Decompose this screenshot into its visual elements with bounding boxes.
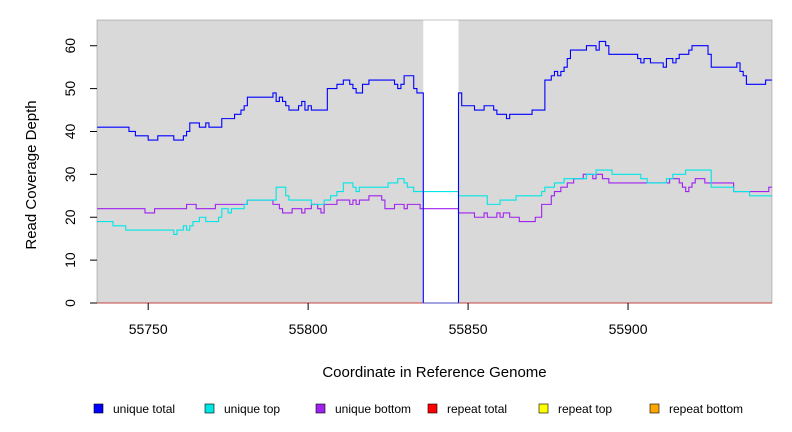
legend: unique total unique top unique bottom repea… [93,402,743,416]
legend-item: unique total [93,402,175,416]
y-tick-label: 50 [62,81,78,97]
x-tick-label: 55850 [449,321,488,337]
series-line-unique-total [97,40,772,304]
y-tick-label: 10 [62,252,78,268]
legend-swatch [204,403,215,414]
legend-label: unique total [113,402,175,416]
legend-item: repeat total [427,402,507,416]
x-axis: 55750 55800 55850 55900 [129,303,648,337]
legend-item: repeat bottom [649,402,743,416]
legend-item: unique top [204,402,280,416]
legend-swatch [538,403,549,414]
legend-label: repeat bottom [669,402,743,416]
legend-swatch [93,403,104,414]
y-tick-label: 60 [62,38,78,54]
y-axis: 0 10 20 30 40 50 60 [62,38,97,307]
legend-swatch [649,403,660,414]
x-axis-title: Coordinate in Reference Genome [322,364,546,381]
legend-label: repeat total [447,402,507,416]
legend-item: repeat top [538,402,612,416]
y-tick-label: 0 [62,299,78,307]
legend-item: unique bottom [315,402,411,416]
series-line-unique-top [97,169,772,235]
legend-swatch [427,403,438,414]
legend-label: unique top [224,402,280,416]
gap-region [423,20,459,303]
series-line-unique-bottom [97,173,772,223]
x-tick-label: 55800 [289,321,328,337]
y-tick-label: 40 [62,123,78,139]
legend-label: repeat top [558,402,612,416]
plot-frame [96,19,773,304]
y-axis-title: Read Coverage Depth [23,100,40,249]
legend-label: unique bottom [335,402,411,416]
y-tick-label: 30 [62,166,78,182]
y-tick-label: 20 [62,209,78,225]
x-tick-label: 55900 [609,321,648,337]
legend-swatch [315,403,326,414]
series-layer [97,20,772,304]
x-tick-label: 55750 [129,321,168,337]
